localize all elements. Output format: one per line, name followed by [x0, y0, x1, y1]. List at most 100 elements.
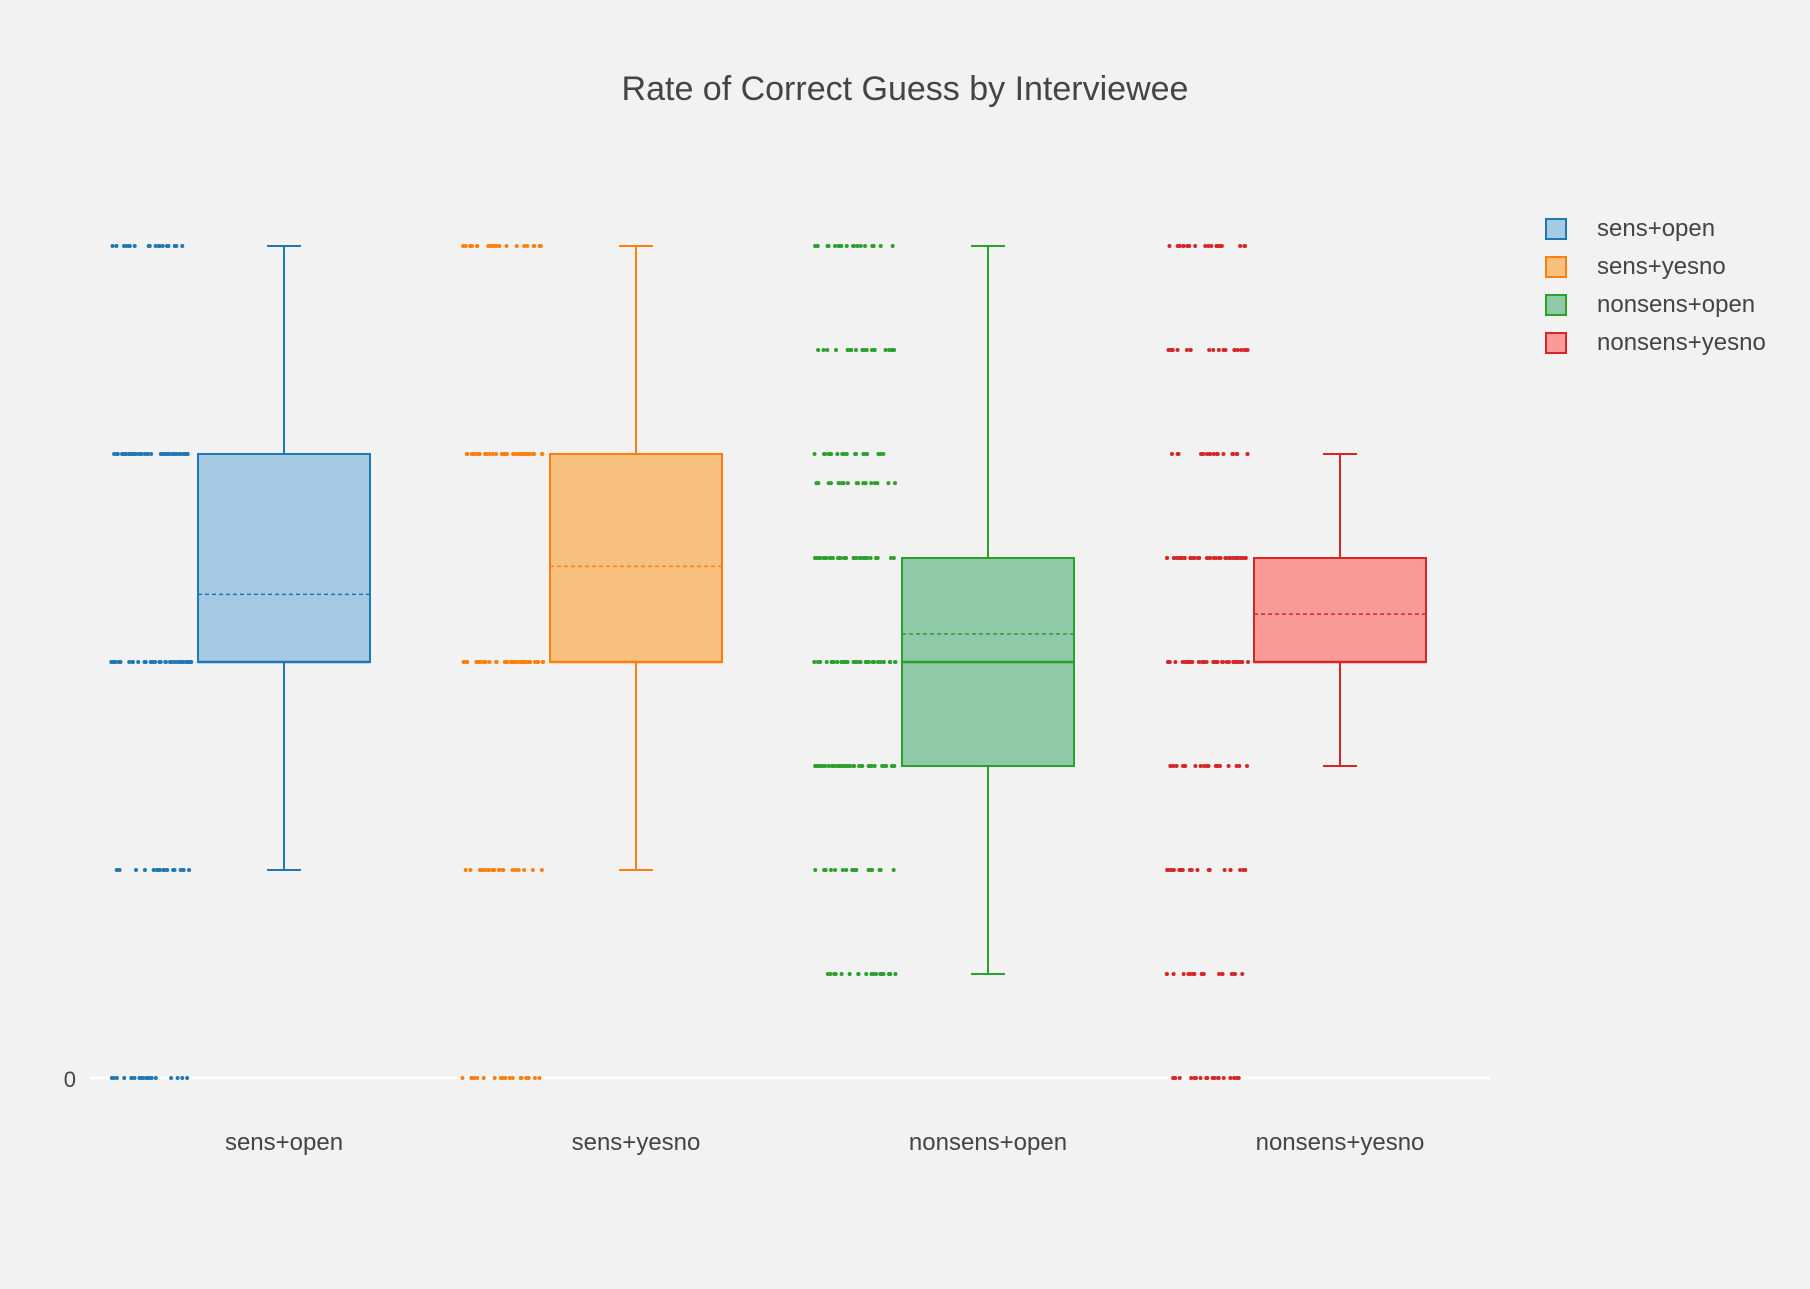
data-point: [835, 452, 840, 456]
data-point: [863, 244, 868, 248]
data-point: [114, 244, 119, 248]
data-point: [887, 348, 892, 352]
legend-swatch: [1545, 294, 1567, 316]
data-point: [1204, 660, 1209, 664]
data-point: [120, 452, 125, 456]
box-body: [549, 453, 723, 663]
data-point: [1164, 556, 1169, 560]
data-point: [862, 556, 867, 560]
data-point: [836, 481, 841, 486]
legend-label: nonsens+open: [1597, 291, 1756, 318]
data-point: [1204, 1076, 1209, 1080]
point-row: [1164, 556, 1248, 560]
data-point: [892, 764, 897, 768]
data-point: [1214, 764, 1219, 768]
data-point: [887, 972, 892, 976]
data-point: [856, 972, 861, 976]
point-row: [812, 452, 886, 456]
data-point: [501, 868, 506, 872]
point-row: [110, 244, 185, 248]
data-point: [465, 660, 470, 664]
data-point: [185, 452, 190, 456]
data-point: [485, 868, 490, 872]
data-point: [893, 481, 898, 486]
data-point: [826, 764, 831, 768]
legend-item[interactable]: nonsens+yesno: [1540, 324, 1766, 362]
point-row: [812, 556, 896, 560]
data-point: [1238, 244, 1243, 248]
data-point: [1168, 764, 1173, 768]
data-point: [537, 1076, 542, 1080]
data-point: [816, 348, 821, 352]
data-point: [122, 1076, 127, 1080]
data-point: [1245, 660, 1250, 664]
data-point: [858, 556, 863, 560]
box-trace-nonsens-open: [812, 244, 1075, 976]
data-point: [516, 868, 521, 872]
data-point: [477, 452, 482, 456]
data-point: [1188, 556, 1193, 560]
data-point: [1212, 1076, 1217, 1080]
data-point: [829, 481, 834, 486]
data-point: [1211, 348, 1216, 352]
data-point: [1203, 244, 1208, 248]
point-row: [112, 452, 190, 456]
data-point: [874, 556, 879, 560]
data-point: [1167, 244, 1172, 248]
data-point: [538, 244, 543, 248]
data-point: [821, 348, 826, 352]
data-point: [838, 764, 843, 768]
data-point: [497, 244, 502, 248]
data-point: [178, 868, 183, 872]
data-point: [510, 868, 515, 872]
data-point: [482, 868, 487, 872]
data-point: [1199, 452, 1204, 456]
data-point: [1200, 972, 1205, 976]
data-point: [1172, 556, 1177, 560]
data-point: [154, 868, 159, 872]
point-row: [109, 1076, 190, 1080]
data-point: [522, 660, 527, 664]
legend-item[interactable]: sens+yesno: [1540, 248, 1766, 286]
data-point: [851, 556, 856, 560]
data-point: [845, 348, 850, 352]
data-point: [522, 868, 527, 872]
data-point: [114, 1076, 119, 1080]
data-point: [840, 452, 845, 456]
data-point: [876, 660, 881, 664]
data-point: [828, 452, 833, 456]
point-row: [1165, 660, 1250, 664]
legend-item[interactable]: nonsens+open: [1540, 286, 1766, 324]
data-point: [1175, 244, 1180, 248]
data-point: [480, 868, 485, 872]
legend: sens+open sens+yesno nonsens+open nonsen…: [1540, 210, 1766, 362]
data-point: [816, 556, 821, 560]
data-point: [117, 868, 122, 872]
data-point: [865, 660, 870, 664]
data-point: [1243, 348, 1248, 352]
legend-swatch: [1545, 332, 1567, 354]
data-point: [866, 764, 871, 768]
data-point: [871, 972, 876, 976]
legend-item[interactable]: sens+open: [1540, 210, 1766, 248]
data-point: [131, 452, 136, 456]
data-point: [472, 1076, 477, 1080]
data-point: [1175, 452, 1180, 456]
data-point: [835, 660, 840, 664]
data-point: [141, 1076, 146, 1080]
data-point: [869, 481, 874, 486]
data-point: [1241, 868, 1246, 872]
data-point: [1195, 868, 1200, 872]
data-point: [1211, 452, 1216, 456]
data-point: [878, 452, 883, 456]
data-point: [142, 868, 147, 872]
data-point: [142, 452, 147, 456]
data-point: [872, 764, 877, 768]
data-point: [147, 244, 152, 248]
data-point: [513, 868, 518, 872]
data-point: [864, 972, 869, 976]
data-point: [474, 660, 479, 664]
data-point: [1208, 556, 1213, 560]
legend-label: nonsens+yesno: [1597, 329, 1766, 356]
data-point: [844, 244, 849, 248]
